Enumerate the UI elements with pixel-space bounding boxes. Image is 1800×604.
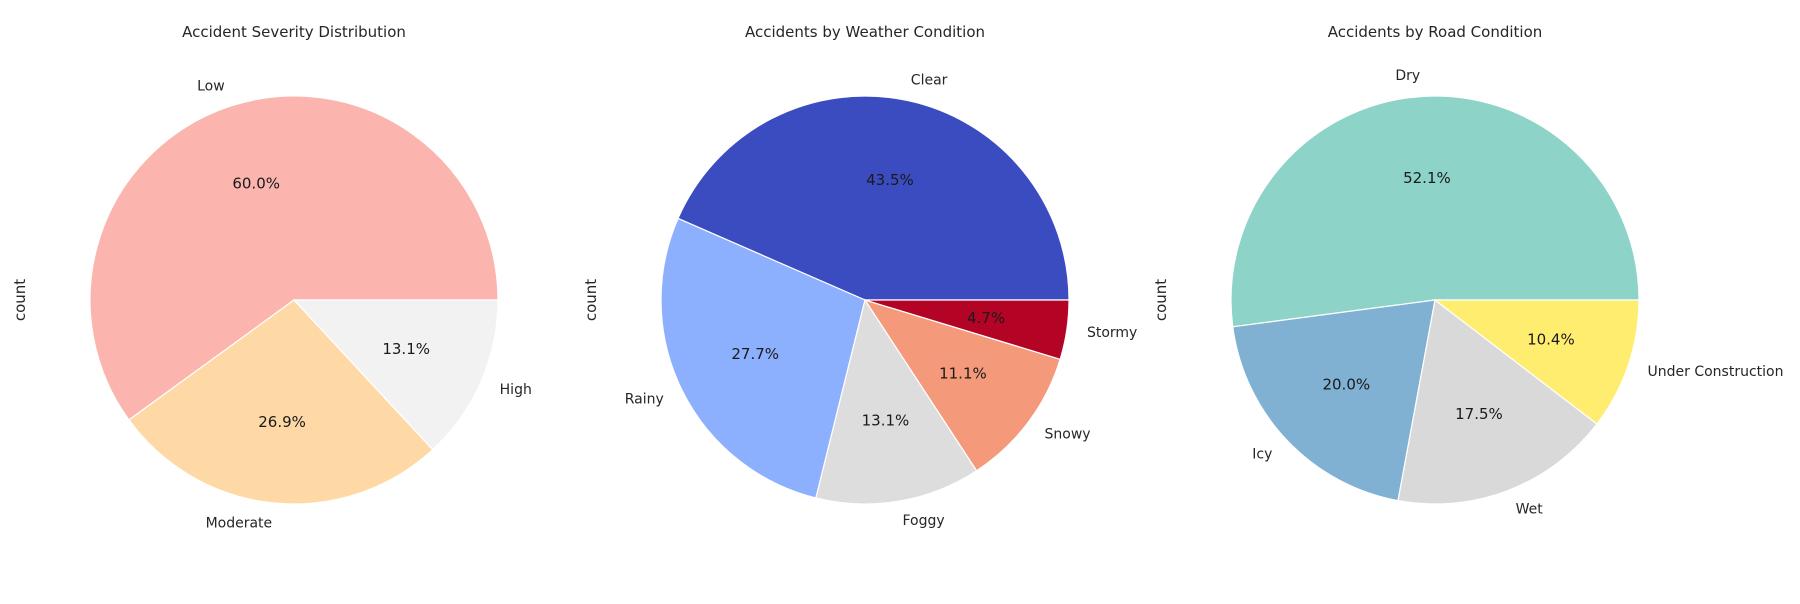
chart-title: Accidents by Weather Condition bbox=[745, 23, 985, 41]
slice-label-wet: Wet bbox=[1516, 501, 1544, 517]
chart-title: Accident Severity Distribution bbox=[182, 23, 406, 41]
pie-slice-snowy bbox=[863, 298, 1061, 472]
slice-percent-clear: 43.5% bbox=[866, 171, 914, 189]
slice-percent-low: 60.0% bbox=[232, 175, 280, 193]
slice-label-moderate: Moderate bbox=[206, 515, 273, 531]
pie-slice-stormy bbox=[864, 299, 1070, 361]
slice-label-rainy: Rainy bbox=[625, 391, 664, 407]
slice-percent-stormy: 4.7% bbox=[967, 309, 1005, 327]
slice-label-stormy: Stormy bbox=[1087, 325, 1137, 341]
slice-percent-rainy: 27.7% bbox=[731, 345, 779, 363]
slice-percent-under-construction: 10.4% bbox=[1527, 330, 1575, 348]
slice-label-snowy: Snowy bbox=[1045, 427, 1091, 443]
pie-slice-under-construction bbox=[1433, 299, 1640, 425]
chart-title: Accidents by Road Condition bbox=[1328, 23, 1543, 41]
slice-label-clear: Clear bbox=[911, 72, 948, 88]
slice-percent-dry: 52.1% bbox=[1403, 169, 1451, 187]
pie-slice-icy bbox=[1232, 299, 1436, 502]
slice-percent-foggy: 13.1% bbox=[862, 412, 910, 430]
pie-chart-3: Accidents by Road Condition count Dry 52.1%… bbox=[1152, 23, 1783, 517]
pie-slice-foggy bbox=[815, 298, 978, 505]
pie-slice-wet bbox=[1397, 298, 1598, 505]
slice-percent-wet: 17.5% bbox=[1455, 405, 1503, 423]
slice-percent-high: 13.1% bbox=[382, 340, 430, 358]
slice-label-high: High bbox=[500, 382, 532, 398]
slice-label-icy: Icy bbox=[1252, 447, 1272, 463]
y-axis-label: count bbox=[1152, 279, 1170, 321]
pie-slice-dry bbox=[1230, 95, 1640, 328]
slice-label-low: Low bbox=[197, 79, 225, 95]
pie-chart-1: Accident Severity Distribution count Low 60… bbox=[11, 23, 532, 531]
slice-label-foggy: Foggy bbox=[903, 513, 945, 529]
slice-percent-moderate: 26.9% bbox=[258, 413, 306, 431]
slice-percent-icy: 20.0% bbox=[1322, 375, 1370, 393]
pie-slice-low bbox=[89, 95, 499, 421]
y-axis-label: count bbox=[582, 279, 600, 321]
slice-label-under-construction: Under Construction bbox=[1648, 364, 1784, 380]
pie-slice-high bbox=[292, 299, 499, 451]
y-axis-label: count bbox=[11, 279, 29, 321]
slice-label-dry: Dry bbox=[1395, 68, 1420, 84]
pie-slice-moderate bbox=[128, 299, 434, 505]
slice-percent-snowy: 11.1% bbox=[939, 364, 987, 382]
pie-chart-2: Accidents by Weather Condition count Clear… bbox=[582, 23, 1137, 529]
pie-slice-rainy bbox=[660, 217, 866, 499]
pie-slice-clear bbox=[677, 95, 1070, 301]
